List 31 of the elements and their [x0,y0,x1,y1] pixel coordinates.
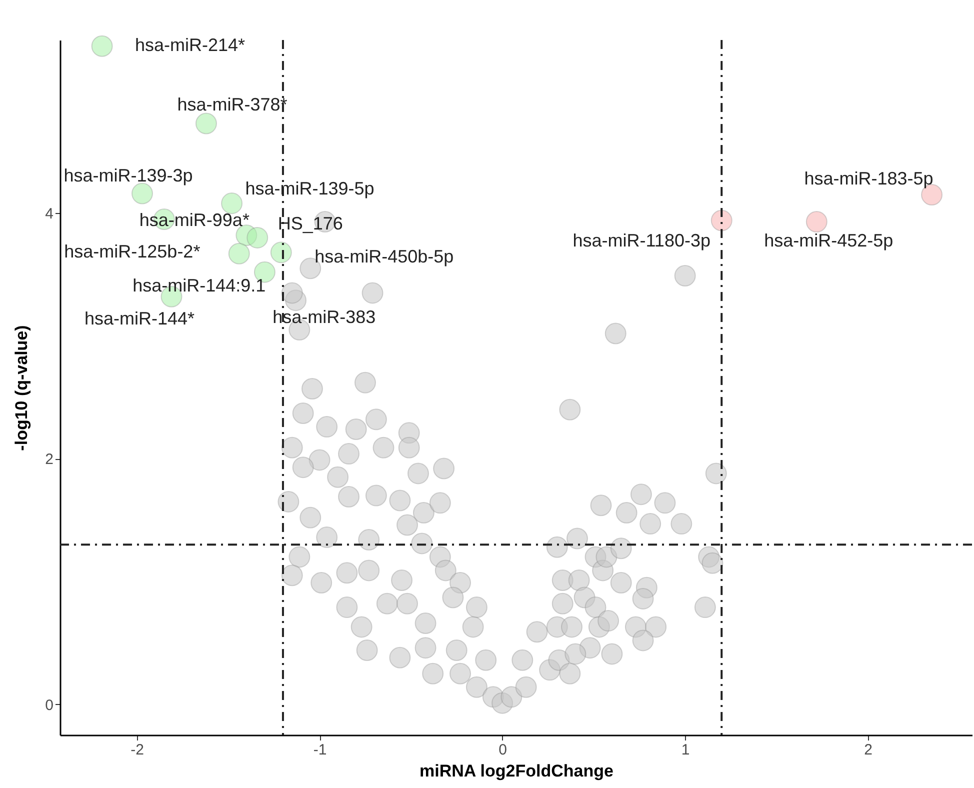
annotation: hsa-miR-452-5p [764,230,894,251]
annotation: hsa-miR-139-3p [64,165,193,186]
x-axis-title: miRNA log2FoldChange [420,762,614,780]
x-tick-label: -1 [313,742,327,758]
point [710,210,732,232]
annotation: hsa-miR-144:9.1 [132,276,266,296]
annotation: hsa-miR-125b-2* [64,241,200,262]
annotation: hsa-miR-183-5p [804,168,934,189]
point [195,112,217,134]
annotation: hsa-miR-99a* [139,210,250,230]
point [91,35,113,57]
x-tick-label: -2 [130,742,144,758]
y-tick-label: 4 [45,206,54,223]
x-tick-label: 1 [681,742,690,758]
y-tick-label: 2 [45,451,54,468]
point [806,211,828,232]
point [221,192,243,214]
y-axis-title: -log10 (q-value) [12,325,32,451]
annotation: HS_176 [278,214,343,234]
annotation: hsa-miR-378* [177,94,288,114]
point [246,226,268,248]
annotation: hsa-miR-450b-5p [314,246,454,266]
x-tick-label: 2 [864,742,872,758]
y-tick-label: 0 [45,696,54,714]
annotation: hsa-miR-139-5p [245,178,374,198]
point [228,242,250,264]
x-tick-label: 0 [498,742,507,758]
annotation: hsa-miR-214* [135,35,246,56]
annotation: hsa-miR-1180-3p [572,230,710,251]
point [270,242,292,264]
annotation: hsa-miR-144* [84,308,195,329]
